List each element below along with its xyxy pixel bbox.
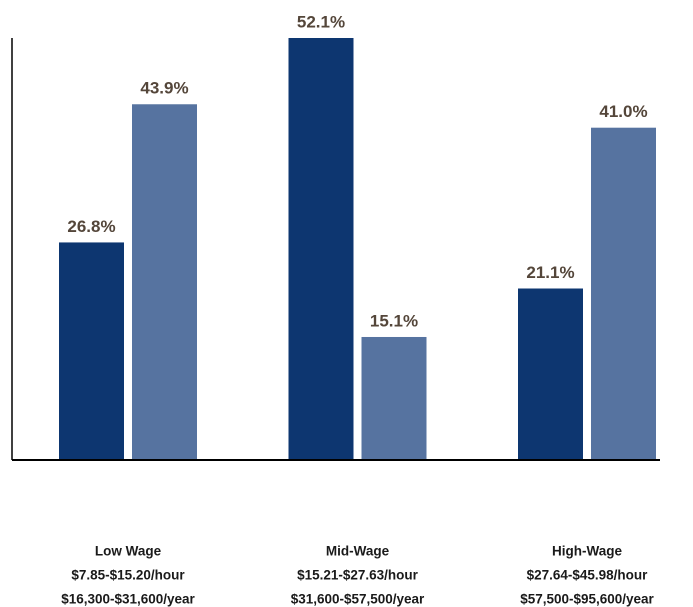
bar: [59, 242, 124, 459]
bar: [518, 288, 583, 459]
value-label: 21.1%: [526, 263, 574, 282]
x-tick-label: $27.64-$45.98/hour: [527, 568, 649, 583]
bar: [288, 38, 354, 459]
x-tick-label: $7.85-$15.20/hour: [71, 568, 185, 583]
value-label: 15.1%: [370, 311, 418, 330]
x-tick-label: $57,500-$95,600/year: [520, 592, 654, 607]
value-label: 52.1%: [297, 12, 345, 31]
x-tick-label: High-Wage: [552, 544, 622, 559]
bar: [132, 104, 197, 459]
x-tick-label: Mid-Wage: [326, 544, 390, 559]
x-tick-label: $31,600-$57,500/year: [291, 592, 425, 607]
x-tick-label: $16,300-$31,600/year: [61, 592, 195, 607]
value-label: 43.9%: [140, 79, 188, 98]
bar: [591, 127, 656, 459]
x-tick-label: Low Wage: [95, 544, 162, 559]
bar: [361, 336, 427, 459]
value-label: 41.0%: [599, 102, 647, 121]
x-tick-label: $15.21-$27.63/hour: [297, 568, 419, 583]
value-label: 26.8%: [67, 217, 115, 236]
